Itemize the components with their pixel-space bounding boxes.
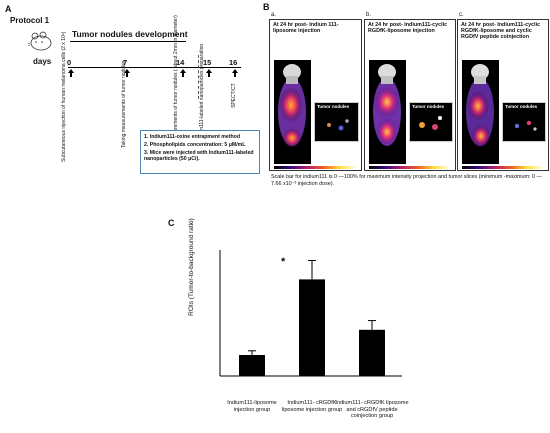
scale-caption: Scale bar for indium111 is 0 —100% for m… xyxy=(271,174,542,187)
colorbar-a xyxy=(274,166,357,169)
up-arrow-icon xyxy=(206,69,212,77)
timeline-axis xyxy=(68,67,241,68)
spect-image-c xyxy=(462,60,499,164)
x-category-label: Indium111- cRGDfK liposome and cRGDfV pe… xyxy=(335,400,409,420)
note-2: 2. Phospholipids concentration: 5 μM/mL xyxy=(144,142,246,148)
panel-c-letter: C xyxy=(168,218,175,228)
event-label-day0: Subcutaneous injection of human melanoma… xyxy=(61,31,67,162)
x-category-label: Indium111- cRGDfK liposome injection gro… xyxy=(281,400,343,413)
event-label-day7: Taking measurements of tumor nodules xyxy=(121,60,127,148)
day-14: 14 xyxy=(176,58,185,67)
subpanel-letter-c: c. xyxy=(459,12,464,18)
mouse-icon xyxy=(28,31,52,51)
day-0: 0 xyxy=(67,58,72,67)
spect-image-a xyxy=(274,60,311,164)
day-15: 15 xyxy=(203,58,212,67)
scan-panel-a: At 24 hr post- Indium 111-liposome injec… xyxy=(269,19,362,171)
bar-0 xyxy=(239,355,265,376)
event-label-day16: SPECT/CT xyxy=(231,83,237,108)
x-category-label: Indium111-liposome injection group xyxy=(227,400,277,413)
scan-title-a: At 24 hr post- Indium 111-liposome injec… xyxy=(273,22,339,35)
tumor-inset-a: Tumor nodules xyxy=(314,102,359,142)
panel-b-letter: B xyxy=(263,2,270,12)
scan-title-b: At 24 hr post- Indium111-cyclic RGDfK-li… xyxy=(368,22,448,35)
y-axis-label: ROIs (Tumor-to-background ratio) xyxy=(188,218,195,316)
colorbar-b xyxy=(369,166,451,169)
note-1: 1. Indium111-oxine entrapment method xyxy=(144,134,240,140)
tumor-inset-label-a: Tumor nodules xyxy=(317,104,350,109)
panel-a-letter: A xyxy=(5,4,12,14)
protocol-title: Protocol 1 xyxy=(10,16,50,25)
timeline-bracket xyxy=(70,41,186,42)
subpanel-letter-a: a. xyxy=(271,12,277,18)
timeline-divider xyxy=(198,55,200,99)
protocol-notes-box: 1. Indium111-oxine entrapment method 2. … xyxy=(140,130,260,174)
colorbar-c xyxy=(462,166,544,169)
tumor-inset-label-b: Tumor nodules xyxy=(412,104,445,109)
days-label: days xyxy=(33,57,52,66)
timeline-title: Tumor nodules development xyxy=(72,29,188,39)
scan-title-c: At 24 hr post- Indium111-cyclic RGDfK-li… xyxy=(461,22,541,41)
up-arrow-icon xyxy=(124,69,130,77)
subpanel-letter-b: b. xyxy=(366,12,372,18)
tumor-inset-label-c: Tumor nodules xyxy=(505,104,538,109)
tumor-inset-c: Tumor nodules xyxy=(502,102,546,142)
up-arrow-icon xyxy=(180,69,186,77)
note-3: 3. Mice were injected with Indium111-lab… xyxy=(144,150,254,162)
tumor-inset-b: Tumor nodules xyxy=(409,102,453,142)
scan-panel-b: At 24 hr post- Indium111-cyclic RGDfK-li… xyxy=(364,19,456,171)
scan-panel-c: At 24 hr post- Indium111-cyclic RGDfK-li… xyxy=(457,19,549,171)
significance-star: * xyxy=(281,256,286,268)
day-7: 7 xyxy=(123,58,128,67)
spect-image-b xyxy=(369,60,406,164)
up-arrow-icon xyxy=(232,69,238,77)
up-arrow-icon xyxy=(68,69,74,77)
bar-1 xyxy=(299,279,325,376)
bar-chart xyxy=(219,250,402,377)
bar-2 xyxy=(359,329,385,376)
day-16: 16 xyxy=(229,58,238,67)
